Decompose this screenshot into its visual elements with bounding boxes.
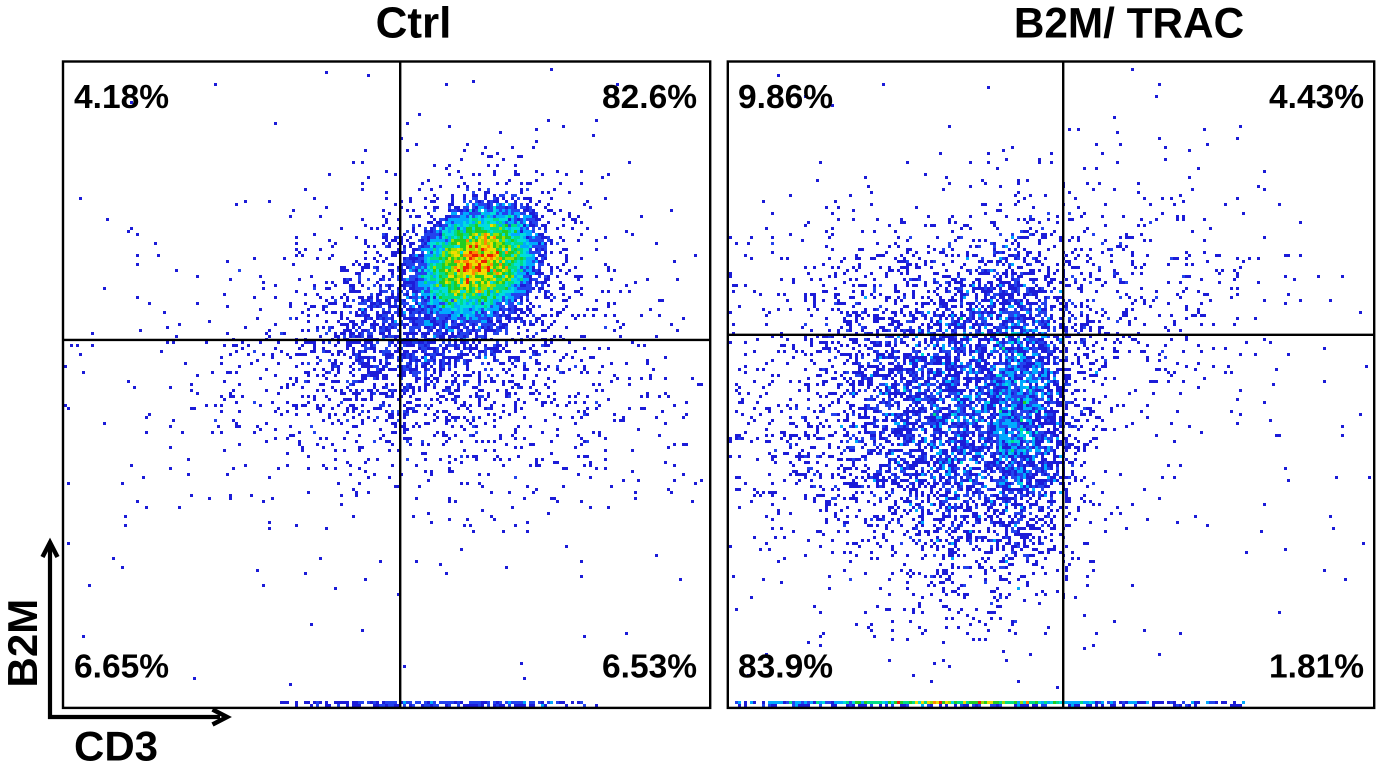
- svg-text:CD3: CD3: [74, 723, 158, 770]
- svg-text:4.18%: 4.18%: [74, 79, 169, 116]
- svg-text:Ctrl: Ctrl: [376, 0, 452, 48]
- svg-text:4.43%: 4.43%: [1269, 79, 1364, 116]
- svg-text:B2M: B2M: [0, 599, 46, 688]
- svg-text:83.9%: 83.9%: [738, 649, 833, 686]
- svg-text:B2M/ TRAC: B2M/ TRAC: [1014, 0, 1244, 47]
- svg-text:9.86%: 9.86%: [738, 79, 833, 116]
- svg-text:82.6%: 82.6%: [602, 79, 697, 116]
- svg-text:6.65%: 6.65%: [74, 649, 169, 686]
- svg-text:6.53%: 6.53%: [602, 649, 697, 686]
- svg-text:1.81%: 1.81%: [1269, 649, 1364, 686]
